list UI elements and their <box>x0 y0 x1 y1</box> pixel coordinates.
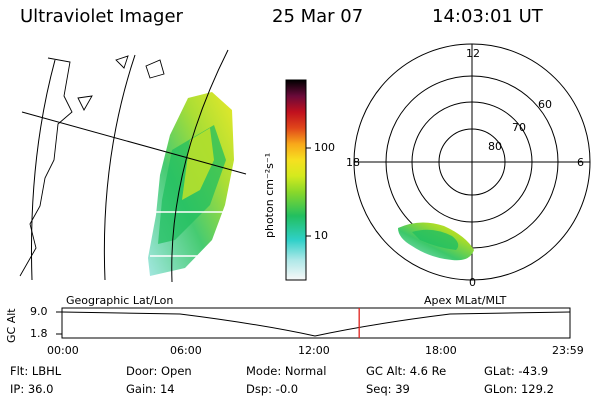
polar-lat-label-60: 60 <box>538 98 552 111</box>
info-mode: Mode: Normal <box>246 364 327 378</box>
info-gc-alt: GC Alt: 4.6 Re <box>366 364 447 378</box>
date-label: 25 Mar 07 <box>272 6 364 27</box>
timeline-xtick-1800: 18:00 <box>425 344 457 357</box>
info-door: Door: Open <box>126 364 192 378</box>
colorbar-unit-label: photon cm⁻²s⁻¹ <box>263 152 276 238</box>
polar-hour-label-6: 6 <box>577 156 584 169</box>
info-glon: GLon: 129.2 <box>484 382 554 396</box>
timeline-ytick-9: 9.0 <box>30 305 48 318</box>
info-glat: GLat: -43.9 <box>484 364 549 378</box>
timeline-y-axis-label: GC Alt <box>5 308 18 343</box>
color-bar <box>285 79 311 281</box>
info-ip: IP: 36.0 <box>10 382 54 396</box>
polar-lat-label-80: 80 <box>488 140 502 153</box>
timeline-ytick-1-8: 1.8 <box>30 327 48 340</box>
timeline-xtick-0600: 06:00 <box>170 344 202 357</box>
app-title: Ultraviolet Imager <box>20 6 183 27</box>
info-seq: Seq: 39 <box>366 382 410 396</box>
polar-hour-label-18: 18 <box>346 156 360 169</box>
timeline-xtick-0000: 00:00 <box>47 344 79 357</box>
info-filter: Flt: LBHL <box>10 364 62 378</box>
info-dsp: Dsp: -0.0 <box>246 382 299 396</box>
timeline-xtick-2359: 23:59 <box>552 344 584 357</box>
timeline-xtick-1200: 12:00 <box>298 344 330 357</box>
polar-lat-label-70: 70 <box>512 121 526 134</box>
polar-hour-label-12: 12 <box>466 47 480 60</box>
time-label: 14:03:01 UT <box>432 6 543 27</box>
polar-hour-label-0: 0 <box>469 276 476 289</box>
colorbar-tick-100: 100 <box>314 141 335 154</box>
colorbar-tick-10: 10 <box>314 229 328 242</box>
timeline-plot <box>56 307 571 339</box>
geographic-map <box>19 49 247 283</box>
info-gain: Gain: 14 <box>126 382 175 396</box>
timeline-right-label: Apex MLat/MLT <box>424 294 507 307</box>
timeline-left-label: Geographic Lat/Lon <box>66 294 174 307</box>
polar-plot <box>353 43 591 281</box>
